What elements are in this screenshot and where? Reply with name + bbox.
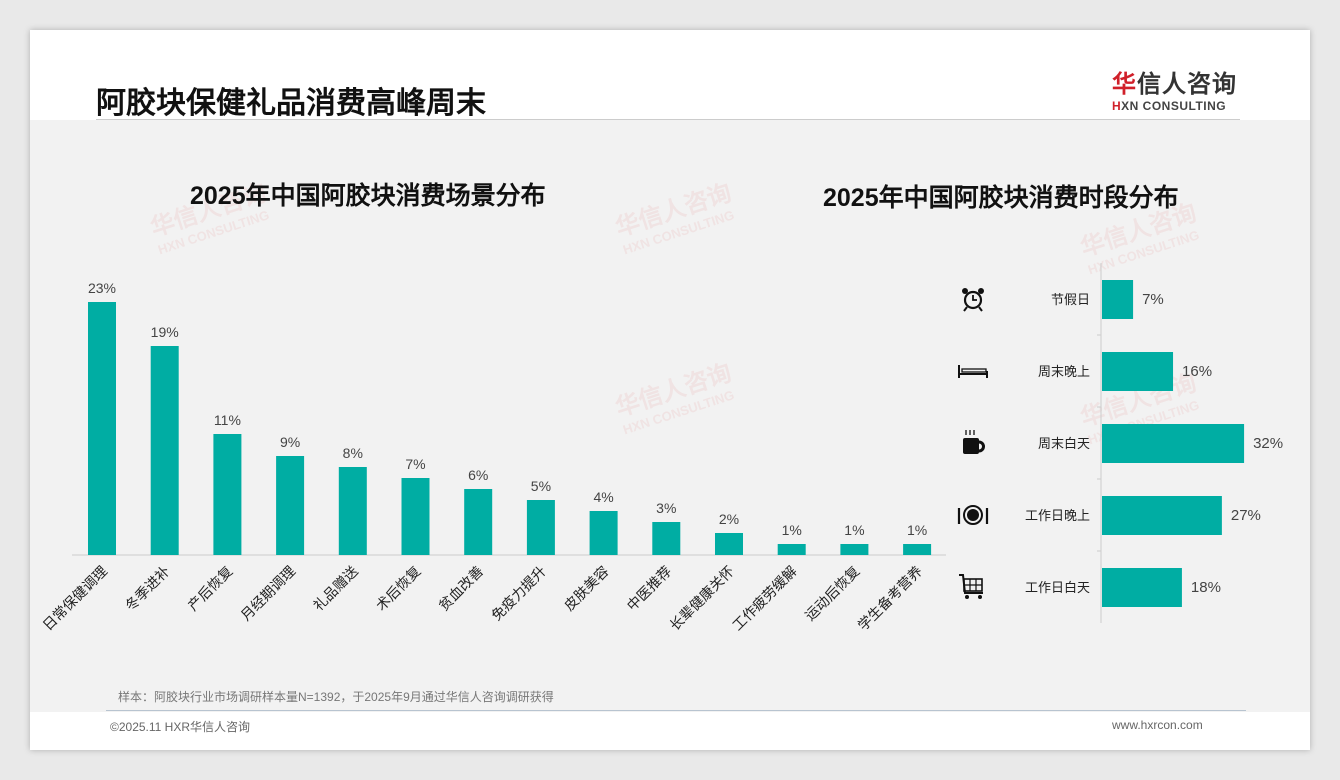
bar [840,544,869,555]
data-label: 7% [1142,291,1164,308]
bar [715,533,743,555]
data-label: 16% [1182,363,1212,380]
left-chart-title: 2025年中国阿胶块消费场景分布 [190,182,546,210]
bar [1102,496,1222,535]
data-label: 7% [405,456,425,472]
data-label: 3% [656,500,676,516]
footer-divider [106,710,1246,711]
category-label: 工作疲劳缓解 [729,563,800,634]
bar [1102,352,1174,391]
content-area [30,120,1310,712]
bar [338,467,367,555]
right-chart-title: 2025年中国阿胶块消费时段分布 [823,184,1179,212]
shopping-cart-icon [959,574,983,599]
bar [777,544,806,555]
category-label: 皮肤美容 [561,563,613,615]
copyright: ©2025.11 HXR华信人咨询 [110,720,250,734]
bar [1102,280,1134,319]
bar [1102,424,1245,463]
category-label: 贫血改善 [436,564,487,615]
category-label: 学生备考营养 [855,563,926,634]
data-label: 8% [343,445,363,461]
category-label: 节假日 [1051,293,1090,308]
category-label: 运动后恢复 [802,563,864,625]
category-label: 工作日晚上 [1025,509,1090,524]
data-label: 5% [531,478,551,494]
data-label: 27% [1231,507,1261,524]
data-label: 32% [1253,435,1283,452]
slide: 阿胶块保健礼品消费高峰周末 华信人咨询 HXN CONSULTING 华信人咨询… [30,30,1310,750]
logo-cn-first: 华 [1112,71,1137,98]
bar [276,456,305,555]
category-label: 月经期调理 [238,564,299,625]
alarm-clock-icon [962,288,984,312]
bar [1102,568,1182,607]
bar [589,511,618,555]
category-label: 周末晚上 [1038,365,1090,380]
logo: 华信人咨询 HXN CONSULTING [1112,64,1237,113]
logo-en-rest: XN CONSULTING [1121,99,1227,113]
bed-icon [958,365,988,378]
data-label: 2% [719,511,739,527]
category-label: 工作日白天 [1025,580,1090,596]
sample-note: 样本：阿胶块行业市场调研样本量N=1392，于2025年9月通过华信人咨询调研获… [118,690,554,704]
data-label: 1% [907,522,927,538]
title-divider [96,119,1240,120]
bar [526,500,555,555]
coffee-mug-icon [963,430,985,454]
category-label: 免疫力提升 [489,564,550,625]
data-label: 11% [214,412,241,428]
logo-cn-rest: 信人咨询 [1137,71,1237,98]
category-label: 产后恢复 [185,563,237,615]
data-label: 18% [1191,579,1221,596]
category-label: 长辈健康关怀 [666,563,737,634]
bar [150,346,179,555]
category-label: 礼品赠送 [311,564,362,615]
category-label: 日常保健调理 [40,564,111,635]
data-label: 1% [782,522,802,538]
data-label: 1% [844,522,864,538]
bar [464,489,493,555]
website: www.hxrcon.com [1112,718,1203,732]
category-label: 周末白天 [1038,436,1090,452]
bar [213,434,242,555]
data-label: 19% [151,324,179,340]
category-label: 冬季进补 [123,564,174,615]
logo-en-first: H [1112,99,1122,113]
data-label: 9% [280,434,300,450]
page-title: 阿胶块保健礼品消费高峰周末 [96,87,486,120]
dinner-plate-icon [957,505,989,525]
category-label: 术后恢复 [373,563,425,615]
data-label: 6% [468,467,488,483]
bar [903,544,932,555]
bar [88,302,116,555]
data-label: 4% [593,489,613,505]
category-label: 中医推荐 [624,564,675,615]
bar [401,478,430,555]
data-label: 23% [88,280,116,296]
bar [652,522,681,555]
